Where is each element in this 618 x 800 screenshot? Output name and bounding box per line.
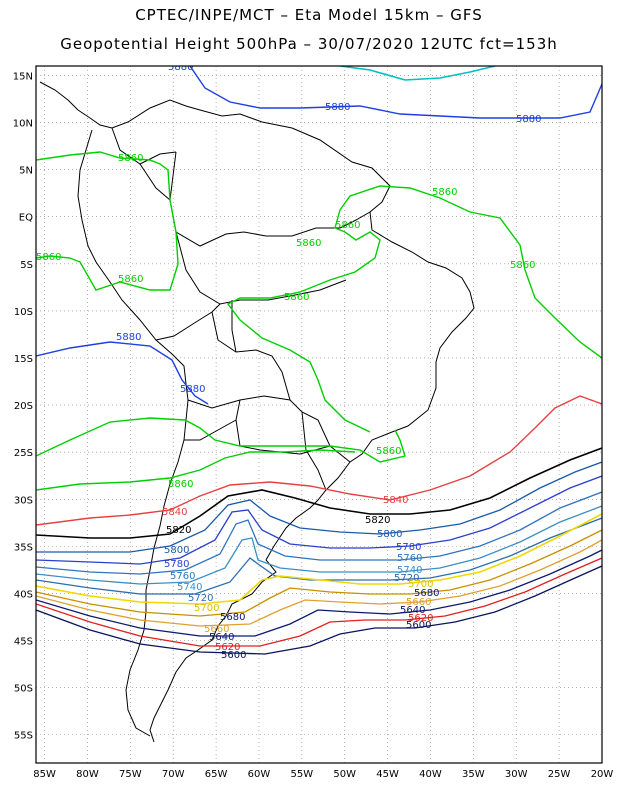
label-5820-b: 5820: [365, 515, 390, 526]
label-5740-a: 5740: [177, 582, 202, 593]
label-5700-b: 5700: [408, 579, 433, 590]
label-5820-a: 5820: [166, 525, 191, 536]
label-5760-b: 5760: [397, 553, 422, 564]
contour-5740: [36, 505, 602, 585]
lat-tick-label: 15N: [13, 71, 33, 82]
label-5680-a: 5680: [220, 612, 245, 623]
map-frame: [35, 65, 603, 764]
label-5860-a: 5860: [118, 153, 143, 164]
contour-5700: [36, 513, 602, 605]
label-5620-a: 5620: [215, 642, 240, 653]
contour-5840: [36, 395, 602, 526]
lon-tick-label: 20W: [591, 769, 614, 780]
label-5780-a: 5780: [164, 559, 189, 570]
label-5860-g: 5860: [118, 274, 143, 285]
lat-tick-label: 30S: [14, 495, 33, 506]
label-5860-j: 5860: [168, 479, 193, 490]
contour-5680: [36, 529, 602, 617]
contour-5860-west: [36, 151, 179, 291]
label-5600-a: 5600: [221, 650, 246, 661]
contour-5660: [36, 539, 602, 627]
contour-5860-amazon: [226, 185, 602, 433]
label-5860-h: 5860: [284, 292, 309, 303]
label-5760-a: 5760: [170, 571, 195, 582]
label-5740-b: 5740: [397, 565, 422, 576]
label-5860-c: 5860: [335, 220, 360, 231]
title-line-2: Geopotential Height 500hPa – 30/07/2020 …: [60, 35, 558, 53]
contour-5780: [36, 475, 602, 565]
lon-tick-label: 80W: [76, 769, 99, 780]
lon-tick-label: 45W: [376, 769, 399, 780]
label-5700-a: 5700: [194, 603, 219, 614]
lat-tick-label: 35S: [14, 542, 33, 553]
label-5720-b: 5720: [394, 573, 419, 584]
lat-tick-label: 40S: [14, 589, 33, 600]
lon-tick-label: 65W: [205, 769, 228, 780]
label-5640-b: 5640: [400, 605, 425, 616]
lon-tick-label: 35W: [462, 769, 485, 780]
label-5660-b: 5660: [406, 597, 431, 608]
label-5800-a: 5800: [164, 545, 189, 556]
lat-tick-label: 25S: [14, 448, 33, 459]
contour-5880-south: [36, 341, 209, 405]
contour-5860-south: [36, 449, 356, 491]
label-5660-a: 5660: [204, 624, 229, 635]
lon-tick-label: 25W: [548, 769, 571, 780]
label-5860-f: 5860: [510, 260, 535, 271]
lon-tick-label: 55W: [291, 769, 314, 780]
label-5640-a: 5640: [209, 632, 234, 643]
lat-tick-label: EQ: [19, 213, 33, 224]
label-5800-b: 5800: [377, 529, 402, 540]
lat-tick-label: 5N: [19, 166, 33, 177]
label-5780-b: 5780: [396, 542, 421, 553]
label-5840-b: 5840: [162, 507, 187, 518]
contour-5640: [36, 549, 602, 637]
label-5720-a: 5720: [188, 593, 213, 604]
lon-tick-label: 85W: [33, 769, 56, 780]
lat-tick-label: 55S: [14, 731, 33, 742]
lat-tick-label: 15S: [14, 354, 33, 365]
lon-tick-label: 30W: [505, 769, 528, 780]
lon-tick-label: 50W: [333, 769, 356, 780]
label-5840-a: 5840: [383, 495, 408, 506]
label-5680-b: 5680: [414, 588, 439, 599]
label-5880-b: 5880: [325, 102, 350, 113]
label-5860-e: 5860: [36, 252, 61, 263]
graticule: [36, 66, 603, 763]
lat-tick-label: 10S: [14, 307, 33, 318]
contour-5860-subtropic: [36, 417, 406, 463]
lon-tick-label: 40W: [419, 769, 442, 780]
lat-tick-label: 20S: [14, 401, 33, 412]
lon-tick-label: 75W: [119, 769, 142, 780]
label-5860-i: 5860: [376, 446, 401, 457]
label-5620-b: 5620: [408, 613, 433, 624]
coastlines-and-borders: [39, 81, 475, 743]
title-line-1: CPTEC/INPE/MCT – Eta Model 15km – GFS: [135, 6, 483, 24]
contour-5820: [36, 447, 602, 539]
label-5600-b: 5600: [406, 620, 431, 631]
contour-labels: 5880 5880 5880 5880 5880 5860 5860 5860 …: [36, 62, 541, 661]
lon-tick-label: 70W: [162, 769, 185, 780]
label-5880-a: 5880: [168, 62, 193, 73]
axis-labels: 15N 10N 5N EQ 5S 10S 15S 20S 25S 30S 35S 40S 45S 50S 5…: [13, 71, 614, 780]
lat-tick-label: 50S: [14, 684, 33, 695]
label-5880-d: 5880: [116, 332, 141, 343]
lon-tick-label: 60W: [248, 769, 271, 780]
contour-5800: [36, 461, 602, 553]
label-5880-e: 5880: [180, 384, 205, 395]
contour-5600: [36, 565, 602, 655]
label-5880-c: 5880: [516, 114, 541, 125]
contour-5620: [36, 557, 602, 647]
contour-5900: [339, 66, 496, 81]
contour-5880-north: [189, 66, 602, 119]
contour-5760: [36, 491, 602, 575]
label-5860-d: 5860: [296, 238, 321, 249]
lat-tick-label: 45S: [14, 637, 33, 648]
lat-tick-label: 10N: [13, 119, 33, 130]
lat-tick-label: 5S: [20, 260, 33, 271]
label-5860-b: 5860: [432, 187, 457, 198]
